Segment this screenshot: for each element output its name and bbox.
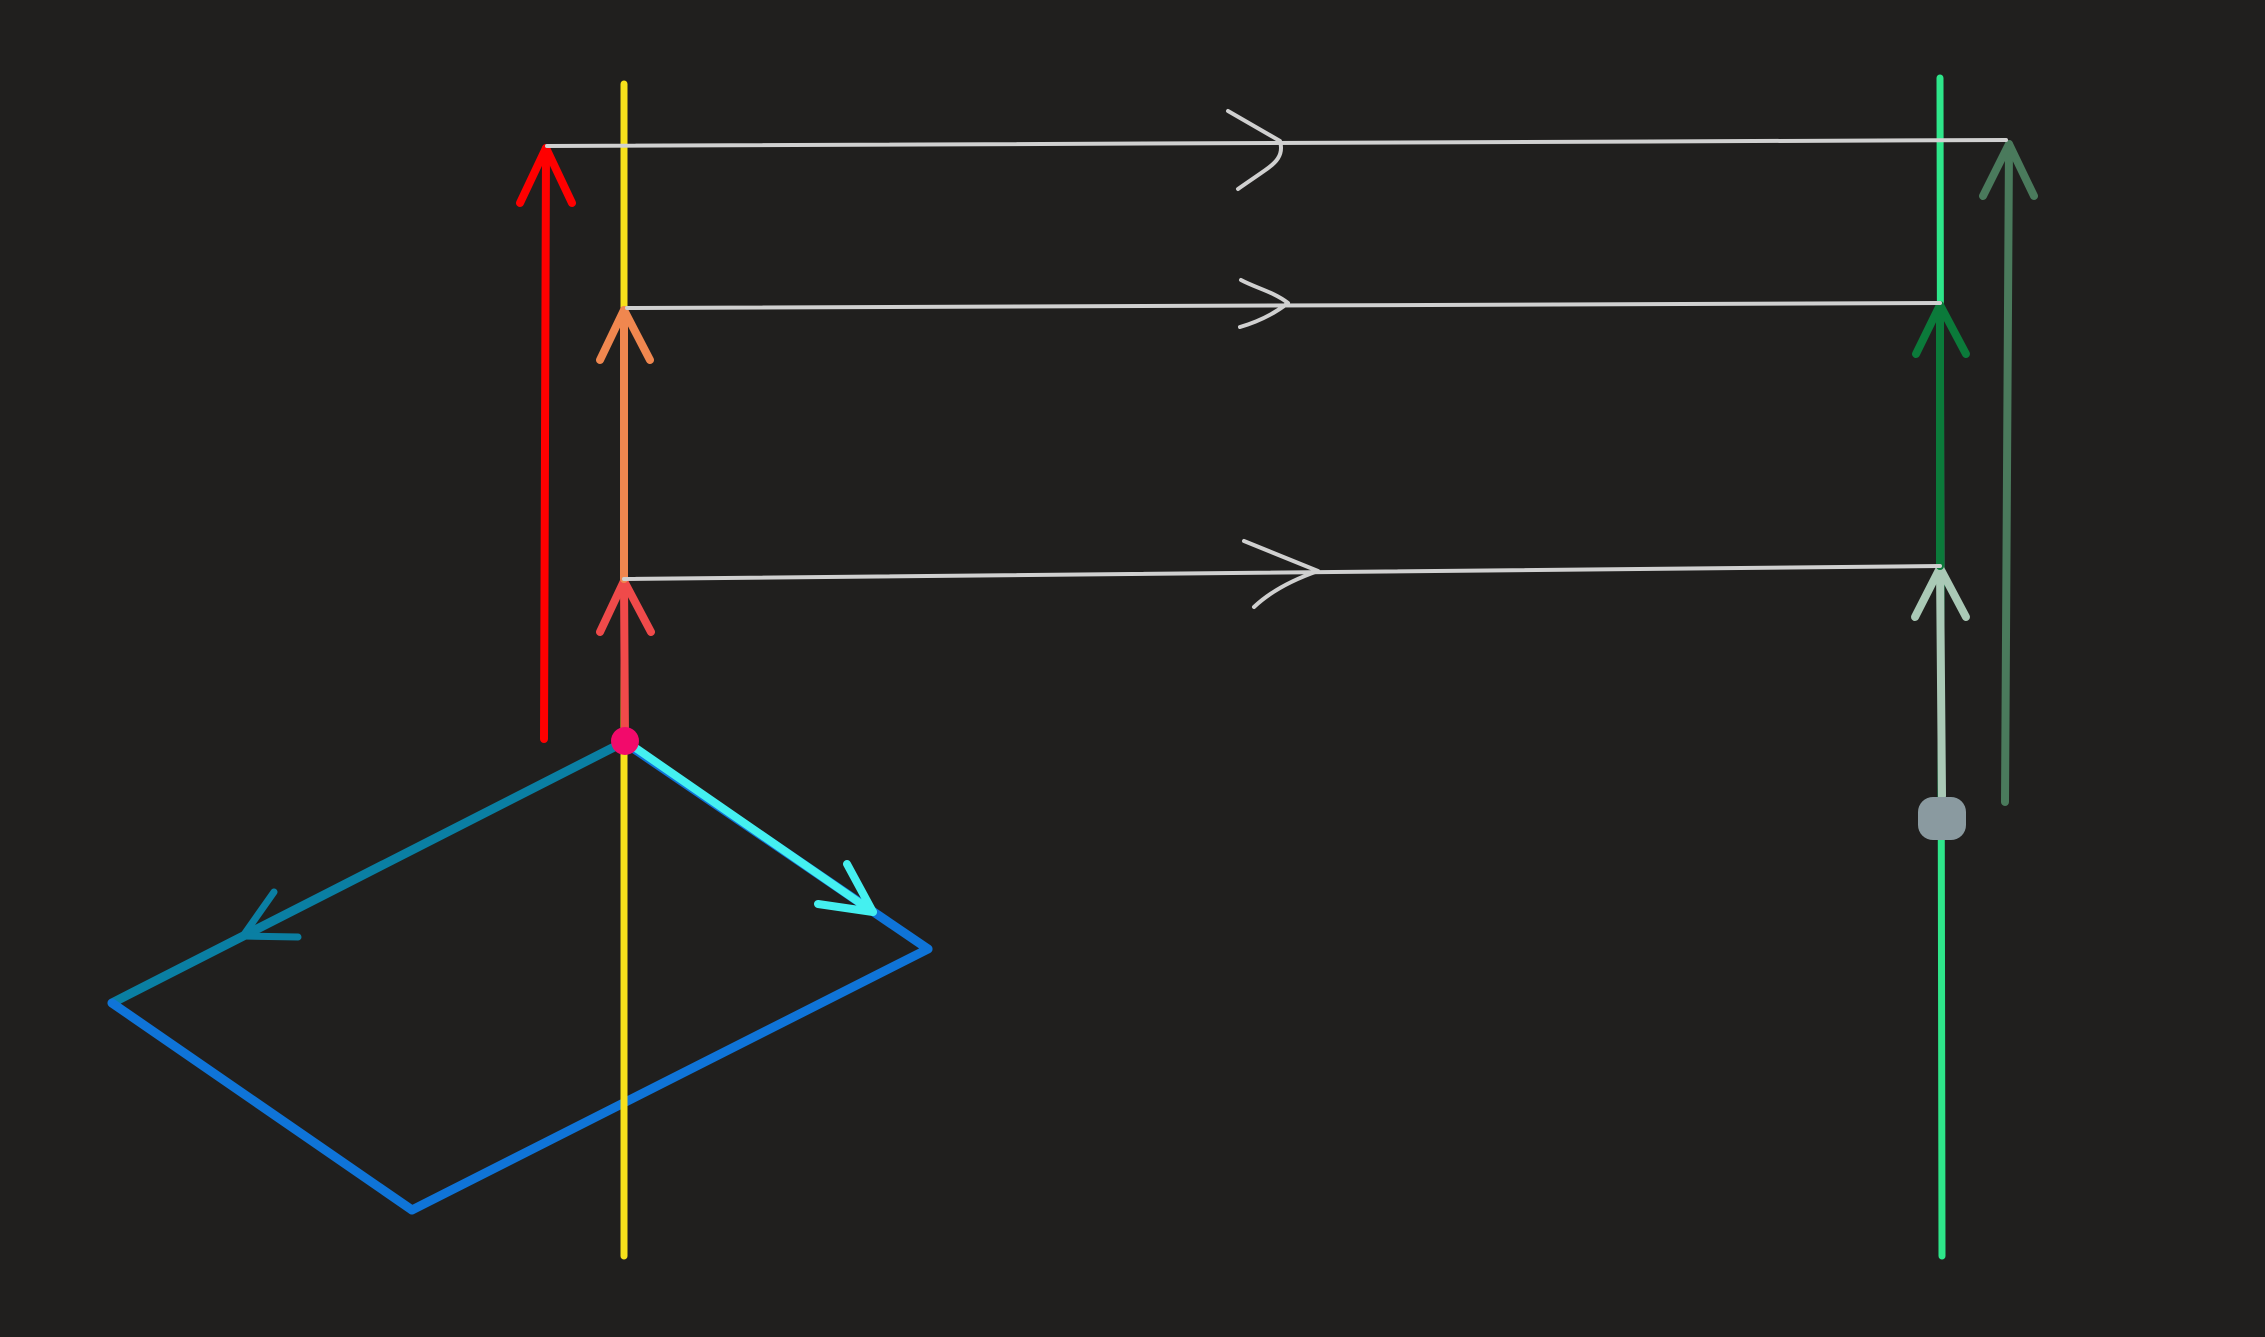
- cyan-vector: [623, 738, 877, 916]
- sage-vector-shaft: [1936, 564, 1946, 800]
- plane-edge-bottom-right: [407, 944, 933, 1215]
- pink-point-marker-icon: [611, 727, 639, 755]
- plane-edge-bottom-left: [107, 998, 417, 1215]
- sage-vector: [1911, 564, 1970, 800]
- muted-green-vector: [1979, 140, 2038, 806]
- muted-green-arrowhead-icon: [1979, 140, 2038, 200]
- muted-green-vector-shaft: [2001, 140, 2013, 806]
- connectors: [545, 109, 2008, 609]
- orange-arrowhead-icon: [596, 306, 654, 364]
- plane-edge-top-left: [107, 737, 629, 1008]
- cyan-arrowhead-icon: [814, 860, 877, 916]
- plane-parallelogram: [107, 737, 933, 1215]
- cyan-vector-shaft: [623, 738, 877, 916]
- connector-bottom-open-arrow-icon: [1242, 539, 1320, 609]
- connector-top-open-arrow-icon: [1226, 109, 1283, 191]
- plane-arrow-left-icon: [239, 888, 302, 941]
- connector-bottom: [622, 564, 1942, 581]
- red-arrowhead-icon: [516, 144, 576, 207]
- red-vector-shaft: [540, 144, 550, 743]
- connector-top: [545, 138, 2008, 148]
- coral-vector: [596, 577, 655, 744]
- red-vector: [516, 144, 576, 743]
- dark-green-vector: [1912, 301, 1970, 570]
- coral-vector-shaft: [620, 577, 629, 744]
- gray-point-marker-icon: [1918, 797, 1966, 840]
- orange-vector: [596, 306, 654, 583]
- connector-middle-open-arrow-icon: [1238, 278, 1290, 329]
